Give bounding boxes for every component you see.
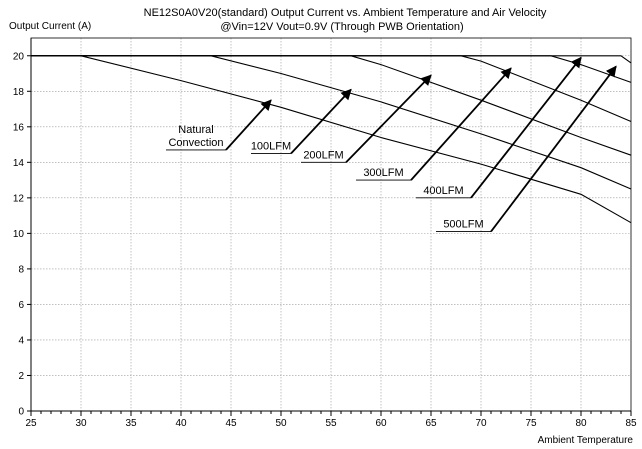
y-tick-label: 16: [13, 122, 25, 133]
y-tick-label: 0: [18, 407, 24, 418]
annotation-arrow: [290, 88, 352, 155]
y-axis-label: Output Current (A): [9, 21, 91, 32]
y-tick-label: 14: [13, 158, 25, 169]
x-tick-label: 50: [275, 418, 287, 429]
x-tick-label: 65: [425, 418, 437, 429]
y-tick-label: 20: [13, 51, 25, 62]
y-tick-label: 2: [18, 371, 24, 382]
x-tick-label: 80: [575, 418, 587, 429]
annotation-label: 500LFM: [443, 219, 483, 231]
tick-labels: 25 30 35 40 45 50 55 60 65 70 75 80 85 0 2 4 6 8 10 12 14 16 1…: [13, 51, 637, 429]
annotation-label: 100LFM: [251, 140, 291, 152]
axes: [27, 37, 632, 416]
x-tick-label: 40: [175, 418, 187, 429]
x-tick-label: 35: [125, 418, 137, 429]
y-tick-label: 6: [18, 300, 24, 311]
x-tick-label: 60: [375, 418, 387, 429]
y-tick-label: 8: [18, 264, 24, 275]
grid: [31, 38, 631, 411]
x-tick-label: 75: [525, 418, 537, 429]
annotation-arrow: [345, 74, 432, 163]
annotation-label: 400LFM: [423, 185, 463, 197]
x-tick-label: 85: [625, 418, 637, 429]
annotation-label: Natural: [178, 124, 213, 136]
y-tick-label: 18: [13, 87, 25, 98]
x-tick-label: 70: [475, 418, 487, 429]
annotation-label: 300LFM: [363, 167, 403, 179]
chart-title: NE12S0A0V20(standard) Output Current vs.…: [144, 7, 547, 19]
y-tick-label: 10: [13, 229, 25, 240]
annotation-arrow: [225, 99, 272, 151]
annotation-arrow: [470, 56, 582, 199]
x-tick-label: 25: [25, 418, 37, 429]
x-tick-label: 55: [325, 418, 337, 429]
chart-subtitle: @Vin=12V Vout=0.9V (Through PWB Orientat…: [220, 21, 463, 33]
annotation-arrow: [410, 67, 512, 181]
series-line-5: [31, 55, 632, 64]
x-axis-label: Ambient Temperature: [538, 435, 634, 446]
annotation-label: 200LFM: [303, 149, 343, 161]
y-tick-label: 12: [13, 193, 25, 204]
y-tick-label: 4: [18, 335, 24, 346]
series-line-0: [31, 55, 632, 224]
annotation-arrow: [490, 65, 617, 233]
x-tick-label: 30: [75, 418, 87, 429]
x-tick-label: 45: [225, 418, 237, 429]
annotation-label: Convection: [168, 137, 223, 149]
